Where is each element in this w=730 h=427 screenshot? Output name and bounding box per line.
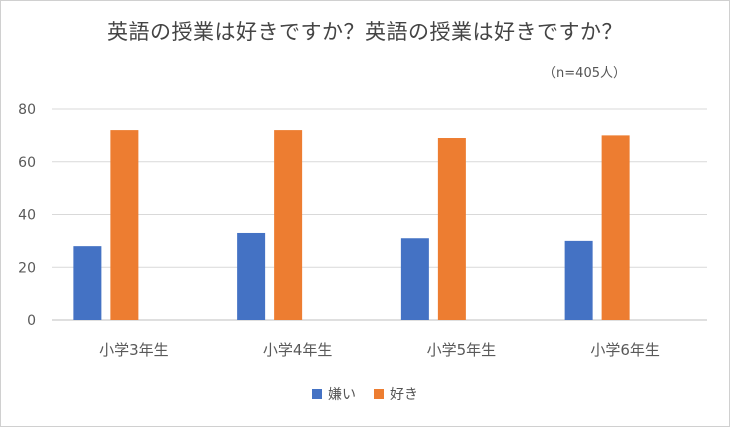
legend-swatch-like	[374, 389, 384, 399]
y-tick-label: 80	[18, 102, 36, 118]
legend-item-dislike: 嫌い	[312, 384, 356, 404]
bar-like	[437, 138, 466, 320]
bar-dislike	[73, 246, 102, 320]
legend-item-like: 好き	[374, 384, 418, 404]
y-tick-label: 60	[18, 155, 36, 171]
chart-title: 英語の授業は好きですか？英語の授業は好きですか？	[107, 20, 623, 44]
bar-dislike	[564, 240, 593, 320]
legend-swatch-dislike	[312, 389, 322, 399]
bar-like	[110, 130, 139, 320]
bar-like	[274, 130, 303, 320]
x-tick-label: 小学6年生	[590, 341, 660, 359]
chart-subtitle: （n=405人）	[543, 66, 626, 81]
y-tick-label: 20	[18, 260, 36, 276]
bar-dislike	[237, 232, 266, 320]
y-tick-label: 40	[18, 208, 36, 224]
chart-legend: 嫌い 好き	[0, 384, 730, 404]
y-tick-label: 0	[27, 313, 36, 329]
x-tick-label: 小学5年生	[427, 341, 497, 359]
legend-label-dislike: 嫌い	[328, 387, 356, 403]
bar-dislike	[400, 238, 429, 320]
x-tick-label: 小学4年生	[263, 341, 333, 359]
x-tick-label: 小学3年生	[99, 341, 169, 359]
bar-like	[601, 135, 630, 320]
legend-label-like: 好き	[390, 387, 418, 403]
